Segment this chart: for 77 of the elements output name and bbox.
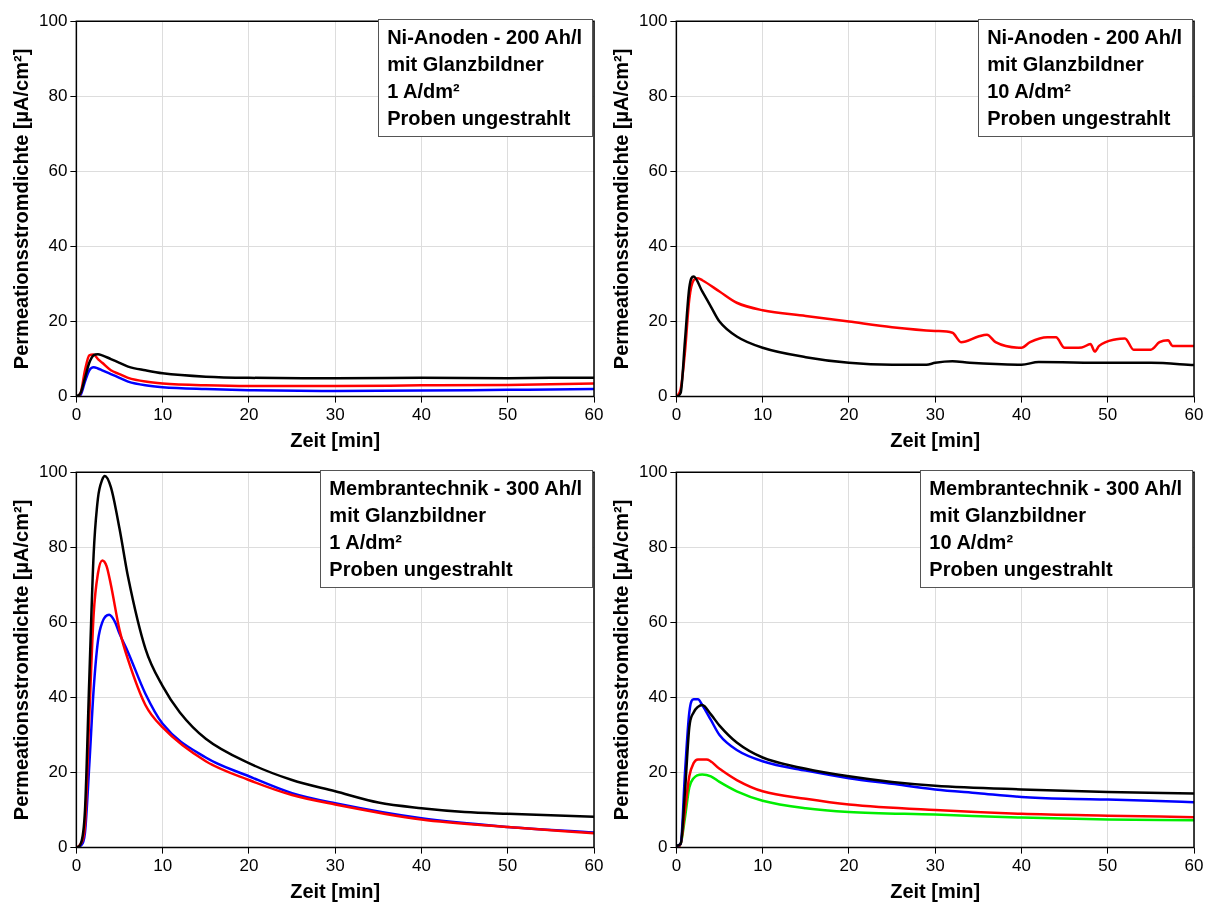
annotation: Proben ungestrahlt: [929, 557, 1114, 582]
annotation: 10 A/dm²: [987, 79, 1072, 104]
annotation: mit Glanzbildner: [387, 52, 545, 77]
y-tick-label: 60: [48, 161, 68, 181]
annotation: Proben ungestrahlt: [987, 106, 1172, 131]
x-tick-label: 30: [925, 856, 945, 876]
x-tick-label: 10: [153, 856, 173, 876]
x-tick-label: 60: [1184, 856, 1204, 876]
annotation: 10 A/dm²: [929, 530, 1015, 555]
y-tick-label: 100: [38, 461, 68, 481]
x-tick-label: 30: [925, 405, 945, 425]
y-tick-label: 0: [57, 386, 68, 406]
y-tick-label: 40: [48, 687, 68, 707]
annotation: mit Glanzbildner: [929, 503, 1088, 528]
x-axis-title: Zeit [min]: [290, 428, 381, 451]
y-tick-label: 20: [648, 311, 668, 331]
x-tick-label: 40: [411, 405, 431, 425]
annotation: Proben ungestrahlt: [329, 557, 514, 582]
annotation: Membrantechnik - 300 Ah/l: [329, 476, 582, 501]
x-tick-label: 40: [1011, 856, 1031, 876]
x-tick-label: 50: [1098, 405, 1118, 425]
x-tick-label: 0: [71, 856, 82, 876]
annotation: Ni-Anoden - 200 Ah/l: [987, 25, 1182, 50]
annotation: 1 A/dm²: [387, 79, 461, 104]
x-tick-label: 30: [325, 856, 345, 876]
x-tick-label: 60: [584, 856, 604, 876]
x-tick-label: 60: [1184, 405, 1204, 425]
y-axis-title: Permeationsstromdichte [µA/cm²]: [9, 48, 32, 370]
x-tick-label: 50: [498, 856, 518, 876]
y-tick-label: 20: [648, 762, 668, 782]
y-tick-label: 40: [648, 236, 668, 256]
annotation: Ni-Anoden - 200 Ah/l: [387, 25, 582, 50]
annotation: mit Glanzbildner: [329, 503, 488, 528]
x-tick-label: 0: [671, 856, 682, 876]
y-tick-label: 20: [48, 762, 68, 782]
x-tick-label: 0: [671, 405, 682, 425]
x-axis-title: Zeit [min]: [290, 879, 381, 902]
y-tick-label: 60: [48, 612, 68, 632]
x-tick-label: 20: [839, 856, 859, 876]
annotation: 1 A/dm²: [329, 530, 403, 555]
annotation: Proben ungestrahlt: [387, 106, 572, 131]
x-tick-label: 40: [1011, 405, 1031, 425]
x-tick-label: 60: [584, 405, 604, 425]
y-tick-label: 20: [48, 311, 68, 331]
y-tick-label: 100: [638, 461, 668, 481]
x-axis-title: Zeit [min]: [890, 428, 981, 451]
y-tick-label: 0: [657, 386, 668, 406]
x-tick-label: 20: [239, 405, 259, 425]
x-tick-label: 20: [239, 856, 259, 876]
x-tick-label: 20: [839, 405, 859, 425]
x-tick-label: 40: [411, 856, 431, 876]
y-tick-label: 80: [48, 85, 68, 105]
x-tick-label: 50: [498, 405, 518, 425]
y-tick-label: 80: [48, 536, 68, 556]
y-tick-label: 40: [48, 236, 68, 256]
x-tick-label: 0: [71, 405, 82, 425]
y-tick-label: 40: [648, 687, 668, 707]
x-tick-label: 10: [753, 856, 773, 876]
x-axis-title: Zeit [min]: [890, 879, 981, 902]
y-tick-label: 80: [648, 85, 668, 105]
x-tick-label: 10: [753, 405, 773, 425]
y-tick-label: 100: [38, 10, 68, 30]
y-tick-label: 0: [657, 837, 668, 857]
y-axis-title: Permeationsstromdichte [µA/cm²]: [609, 499, 632, 821]
line-series: [676, 758, 1194, 848]
y-axis-title: Permeationsstromdichte [µA/cm²]: [609, 48, 632, 370]
y-tick-label: 0: [57, 837, 68, 857]
x-tick-label: 30: [325, 405, 345, 425]
x-tick-label: 10: [153, 405, 173, 425]
y-tick-label: 100: [638, 10, 668, 30]
x-tick-label: 50: [1098, 856, 1118, 876]
y-axis-title: Permeationsstromdichte [µA/cm²]: [9, 499, 32, 821]
annotation: mit Glanzbildner: [987, 52, 1145, 77]
annotation: Membrantechnik - 300 Ah/l: [929, 476, 1182, 501]
y-tick-label: 60: [648, 161, 668, 181]
y-tick-label: 80: [648, 536, 668, 556]
y-tick-label: 60: [648, 612, 668, 632]
